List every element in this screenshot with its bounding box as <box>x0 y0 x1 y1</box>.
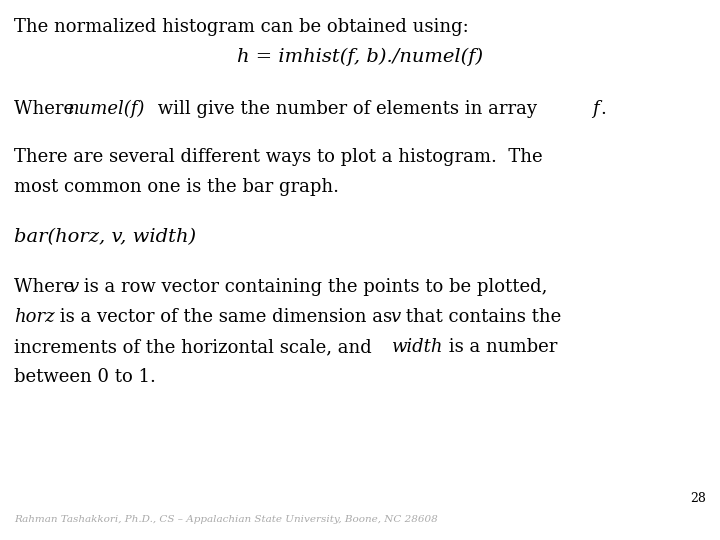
Text: numel(f): numel(f) <box>68 100 145 118</box>
Text: will give the number of elements in array: will give the number of elements in arra… <box>152 100 543 118</box>
Text: is a vector of the same dimension as: is a vector of the same dimension as <box>54 308 398 326</box>
Text: horz: horz <box>14 308 55 326</box>
Text: v: v <box>68 278 78 296</box>
Text: increments of the horizontal scale, and: increments of the horizontal scale, and <box>14 338 377 356</box>
Text: width: width <box>392 338 444 356</box>
Text: 28: 28 <box>690 492 706 505</box>
Text: between 0 to 1.: between 0 to 1. <box>14 368 156 386</box>
Text: is a row vector containing the points to be plotted,: is a row vector containing the points to… <box>78 278 547 296</box>
Text: The normalized histogram can be obtained using:: The normalized histogram can be obtained… <box>14 18 469 36</box>
Text: most common one is the bar graph.: most common one is the bar graph. <box>14 178 339 196</box>
Text: Where: Where <box>14 278 80 296</box>
Text: v: v <box>390 308 400 326</box>
Text: .: . <box>600 100 606 118</box>
Text: Where: Where <box>14 100 80 118</box>
Text: There are several different ways to plot a histogram.  The: There are several different ways to plot… <box>14 148 543 166</box>
Text: Rahman Tashakkori, Ph.D., CS – Appalachian State University, Boone, NC 28608: Rahman Tashakkori, Ph.D., CS – Appalachi… <box>14 515 438 524</box>
Text: f: f <box>592 100 598 118</box>
Text: that contains the: that contains the <box>400 308 562 326</box>
Text: is a number: is a number <box>443 338 557 356</box>
Text: h = imhist(f, b)./numel(f): h = imhist(f, b)./numel(f) <box>237 48 483 66</box>
Text: bar(horz, v, width): bar(horz, v, width) <box>14 228 196 246</box>
